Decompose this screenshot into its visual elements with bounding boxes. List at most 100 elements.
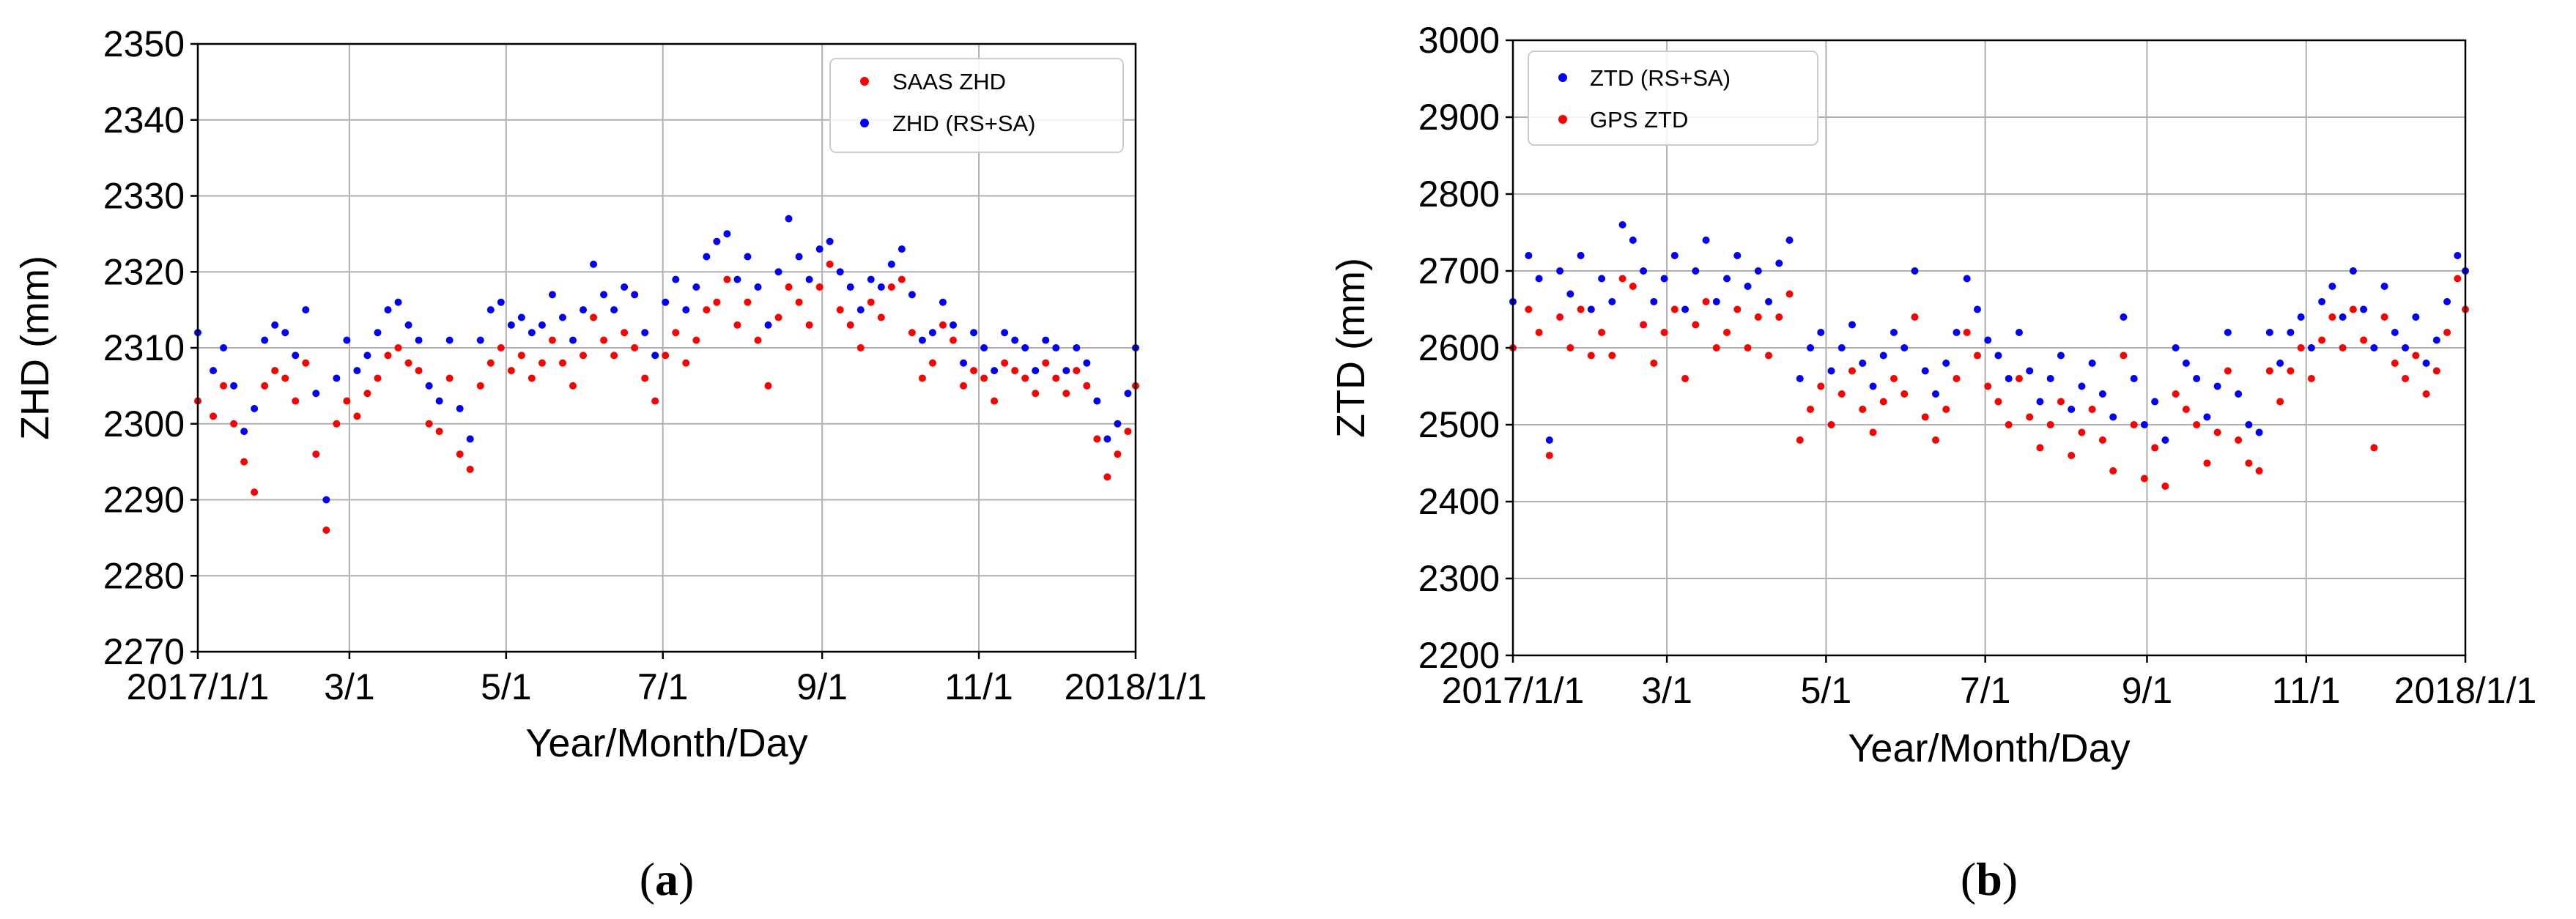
data-point <box>877 313 885 321</box>
data-point <box>641 374 649 382</box>
data-point <box>1032 390 1040 398</box>
scatter-points-b <box>1509 221 2469 490</box>
data-point <box>805 275 813 283</box>
data-point <box>558 359 566 367</box>
data-point <box>2265 329 2273 336</box>
data-point <box>1953 375 1961 382</box>
x-tick-label: 3/1 <box>324 666 375 707</box>
data-point <box>856 344 865 351</box>
data-point <box>2402 344 2410 351</box>
data-point <box>1994 351 2002 360</box>
data-point <box>1827 367 1835 375</box>
data-point <box>970 329 978 337</box>
data-point <box>2276 360 2284 367</box>
data-point <box>2057 351 2065 360</box>
data-point <box>230 382 238 390</box>
data-point <box>1921 367 1929 375</box>
data-point <box>1963 329 1971 336</box>
data-point <box>1817 382 1825 390</box>
data-point <box>2276 398 2284 406</box>
data-point <box>1984 336 1992 344</box>
data-point <box>230 420 238 428</box>
data-point <box>2307 375 2315 382</box>
data-point <box>1640 267 1648 275</box>
data-point <box>754 336 762 344</box>
data-point <box>220 344 228 351</box>
x-axis-label-b: Year/Month/Day <box>1848 726 2130 770</box>
data-point <box>466 435 474 443</box>
data-point <box>1775 313 1783 321</box>
data-point <box>456 405 464 412</box>
data-point <box>1011 367 1019 375</box>
data-point <box>2088 406 2096 413</box>
y-tick-label: 2310 <box>103 327 185 368</box>
data-point <box>610 306 618 314</box>
data-point <box>1535 275 1543 283</box>
data-point <box>897 275 906 283</box>
data-point <box>2130 421 2138 428</box>
data-point <box>918 336 926 344</box>
y-tick-label: 2600 <box>1418 327 1500 368</box>
series-saas-zhd <box>194 260 1139 534</box>
data-point <box>1660 275 1668 283</box>
data-point <box>1001 329 1009 337</box>
data-point <box>1093 397 1101 405</box>
data-point <box>1587 305 1595 313</box>
legend-label-zhd-rs-sa: ZHD (RS+SA) <box>892 111 1036 136</box>
data-point <box>1618 221 1626 228</box>
data-point <box>651 351 659 360</box>
data-point <box>1681 305 1689 313</box>
data-point <box>1723 329 1731 336</box>
data-point <box>1848 321 1857 329</box>
data-point <box>2422 390 2430 398</box>
data-point <box>1052 374 1060 382</box>
legend-marker-saas-zhd <box>860 77 869 86</box>
data-point <box>774 313 782 321</box>
data-point <box>528 374 536 382</box>
data-point <box>2443 329 2451 336</box>
legend-label-saas-zhd: SAAS ZHD <box>892 69 1006 94</box>
data-point <box>2380 283 2388 290</box>
data-point <box>2109 413 2117 421</box>
data-point <box>795 298 803 306</box>
data-point <box>2287 329 2295 336</box>
data-point <box>353 412 361 420</box>
data-point <box>476 336 484 344</box>
data-point <box>1598 329 1606 336</box>
data-point <box>2432 336 2440 344</box>
data-point <box>363 390 371 398</box>
data-point <box>621 329 629 337</box>
data-point <box>897 245 906 253</box>
data-point <box>445 336 454 344</box>
y-axis-label-b: ZTD (mm) <box>1329 258 1373 438</box>
data-point <box>2318 298 2326 305</box>
data-point <box>2297 313 2305 321</box>
data-point <box>2036 398 2044 406</box>
data-point <box>580 351 588 360</box>
data-point <box>2339 344 2347 351</box>
data-point <box>2213 382 2221 390</box>
data-point <box>1942 406 1950 413</box>
data-point <box>374 374 382 382</box>
data-point <box>939 298 947 306</box>
data-point <box>1702 298 1710 305</box>
data-point <box>2172 390 2180 398</box>
data-point <box>2026 367 2034 375</box>
data-point <box>538 359 546 367</box>
data-point <box>1837 344 1846 351</box>
legend-a: SAAS ZHD ZHD (RS+SA) <box>829 58 1124 153</box>
y-tick-label: 2500 <box>1418 404 1500 445</box>
data-point <box>2224 367 2232 375</box>
data-point <box>2235 390 2243 398</box>
data-point <box>1994 398 2002 406</box>
data-point <box>2005 375 2013 382</box>
data-point <box>1124 428 1132 436</box>
data-point <box>815 245 823 253</box>
data-point <box>302 306 310 314</box>
data-point <box>435 397 443 405</box>
data-point <box>2026 413 2034 421</box>
data-point <box>815 283 823 291</box>
data-point <box>394 344 402 351</box>
data-point <box>1807 406 1815 413</box>
